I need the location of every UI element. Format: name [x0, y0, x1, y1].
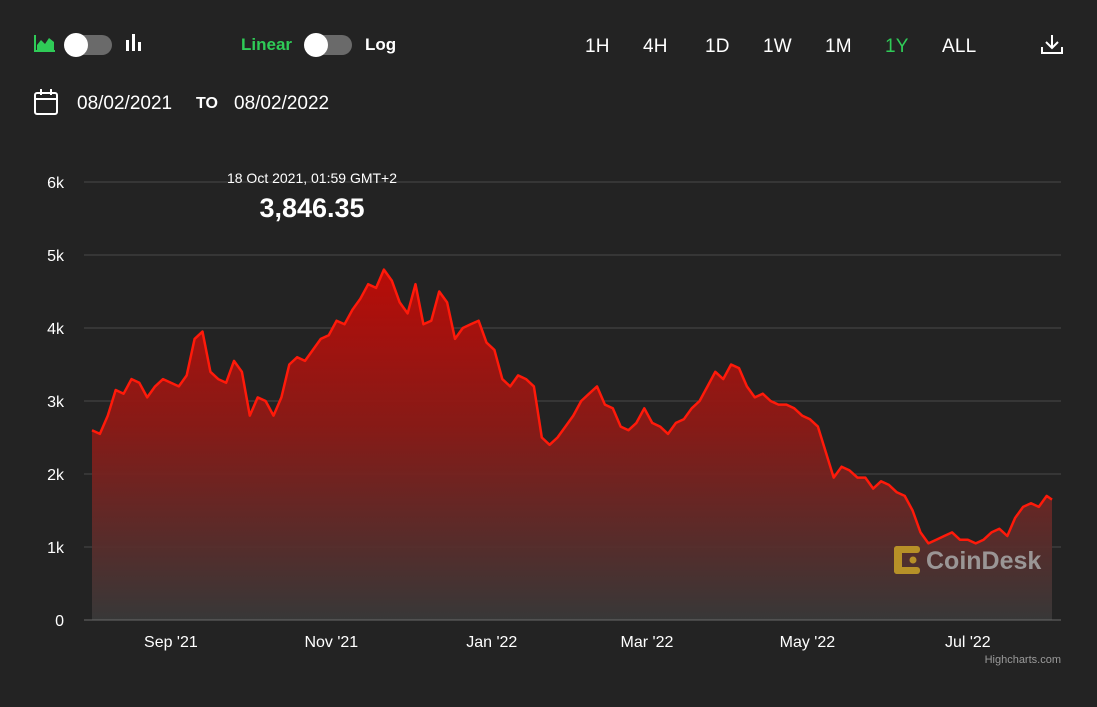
x-tick-label: Jul '22 [945, 634, 991, 651]
area-chart-icon[interactable] [34, 34, 56, 52]
y-tick-label: 3k [47, 394, 65, 411]
range-1w-button[interactable]: 1W [763, 36, 792, 57]
y-tick-label: 4k [47, 321, 65, 338]
coindesk-logo: CoinDesk [894, 546, 1041, 575]
date-from-input[interactable]: 08/02/2021 [77, 93, 173, 114]
price-series [91, 268, 1053, 620]
range-1m-button[interactable]: 1M [825, 36, 852, 57]
chart-type-toggle[interactable] [64, 33, 112, 57]
coindesk-logo-icon [894, 546, 920, 574]
credits-link[interactable]: Highcharts.com [985, 654, 1061, 666]
date-to-input[interactable]: 08/02/2022 [234, 93, 330, 114]
range-all-button[interactable]: ALL [942, 36, 977, 57]
chart-toolbar: Linear Log 1H 4H 1D 1W 1M 1Y ALL [0, 0, 1097, 80]
tooltip-value: 3,846.35 [259, 193, 364, 223]
y-axis-labels: 0 1k 2k 3k 4k 5k 6k [47, 175, 65, 630]
scale-toggle[interactable] [304, 33, 352, 57]
price-line [91, 268, 1053, 545]
tooltip-date: 18 Oct 2021, 01:59 GMT+2 [227, 170, 397, 186]
y-tick-label: 6k [47, 175, 65, 192]
scale-linear-label[interactable]: Linear [241, 35, 293, 54]
x-tick-label: Jan '22 [466, 634, 517, 651]
price-area [92, 269, 1052, 620]
calendar-icon[interactable] [33, 88, 59, 116]
x-tick-label: Nov '21 [304, 634, 358, 651]
bar-chart-icon[interactable] [124, 32, 144, 52]
y-tick-label: 0 [55, 613, 64, 630]
date-to-label: TO [196, 95, 218, 112]
y-tick-label: 2k [47, 467, 65, 484]
x-tick-label: Sep '21 [144, 634, 198, 651]
range-1h-button[interactable]: 1H [585, 36, 610, 57]
y-tick-label: 1k [47, 540, 65, 557]
download-icon[interactable] [1040, 33, 1064, 55]
x-tick-label: May '22 [780, 634, 836, 651]
x-axis-labels: Sep '21 Nov '21 Jan '22 Mar '22 May '22 Jul '… [144, 634, 991, 651]
toggle-knob [304, 33, 328, 57]
y-tick-label: 5k [47, 248, 65, 265]
scale-log-label[interactable]: Log [365, 35, 397, 54]
range-1d-button[interactable]: 1D [705, 36, 730, 57]
range-1y-button[interactable]: 1Y [885, 36, 909, 57]
toggle-knob [64, 33, 88, 57]
range-4h-button[interactable]: 4H [643, 36, 668, 57]
x-tick-label: Mar '22 [621, 634, 674, 651]
watermark-text: CoinDesk [926, 547, 1041, 575]
